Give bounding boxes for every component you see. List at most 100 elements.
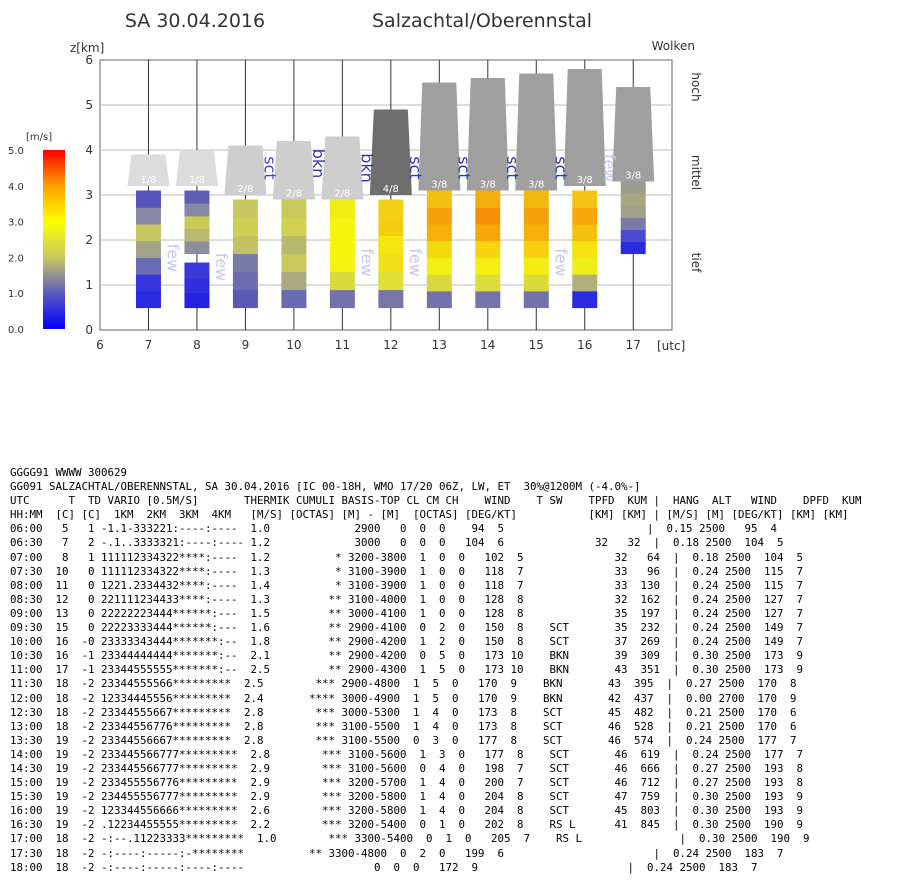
x-tick-label: 11 bbox=[335, 338, 350, 352]
y-tick-label: 0 bbox=[85, 323, 93, 337]
forecast-report-table: GGGG91 WWWW 300629 GG091 SALZACHTAL/OBERE… bbox=[10, 466, 862, 875]
cloud-type-label: sct bbox=[261, 156, 280, 179]
thermal-column bbox=[135, 190, 161, 309]
thermal-segment bbox=[572, 240, 598, 258]
cloud-level-label: hoch bbox=[689, 72, 703, 101]
thermal-segment bbox=[281, 217, 307, 237]
colorbar-ticks: 5.0 4.0 3.0 2.0 1.0 0.0 bbox=[8, 146, 24, 336]
report-line: 08:00 11 0 1221.2334432****:---- 1.4 * 3… bbox=[10, 578, 804, 592]
colorbar-unit: [m/s] bbox=[26, 132, 52, 143]
report-line: 06:00 5 1 -1.1-333221:----:---- 1.0 2900… bbox=[10, 522, 778, 536]
cloud-shape bbox=[272, 141, 315, 200]
cloud-cover-label: 2/8 bbox=[286, 189, 302, 200]
thermal-segment bbox=[184, 215, 210, 229]
cloud-shape bbox=[418, 82, 461, 191]
thermal-segment bbox=[475, 190, 501, 208]
report-line: 18:00 18 -2 -:----:-----:----:---- 0 0 0… bbox=[10, 860, 758, 874]
thermal-segment bbox=[426, 190, 452, 208]
cloud-shape bbox=[466, 78, 509, 191]
thermal-segment bbox=[378, 289, 404, 309]
thermal-segment bbox=[620, 241, 646, 255]
cloud-type-label: sct bbox=[552, 156, 571, 179]
thermal-segment bbox=[475, 290, 501, 309]
thermal-segment bbox=[135, 240, 161, 258]
thermal-segment bbox=[184, 262, 210, 279]
thermal-segment bbox=[378, 271, 404, 291]
thermal-segment bbox=[426, 223, 452, 242]
thermal-segment bbox=[620, 217, 646, 231]
y-tick-label: 4 bbox=[85, 143, 93, 157]
thermal-segment bbox=[523, 190, 549, 208]
cloud-type-label: few bbox=[212, 253, 231, 282]
colorbar-tick-label: 5.0 bbox=[8, 146, 24, 157]
cloud-shape bbox=[175, 150, 218, 186]
cloud-type-label: few bbox=[552, 248, 571, 277]
cloud-level-label: mittel bbox=[689, 155, 703, 190]
thermal-segment bbox=[232, 235, 258, 255]
cloud-type-label: sct bbox=[406, 156, 425, 179]
thermal-segment bbox=[232, 289, 258, 309]
report-line: 09:00 13 0 22222223444******:--- 1.5 ** … bbox=[10, 606, 804, 620]
thermal-forecast-chart: SA 30.04.2016 Salzachtal/Oberennstal z[k… bbox=[8, 10, 703, 353]
thermal-segment bbox=[426, 290, 452, 309]
report-line: 13:30 19 -2 23344556667********* 2.8 ***… bbox=[10, 733, 797, 747]
cloud-shape bbox=[369, 109, 412, 195]
cloud-cover-label: 3/8 bbox=[577, 175, 593, 186]
report-line: 10:30 16 -1 23344444444*******:-- 2.1 **… bbox=[10, 649, 804, 663]
thermal-segment bbox=[281, 271, 307, 291]
cloud-shape bbox=[515, 73, 558, 191]
thermal-segment bbox=[523, 274, 549, 292]
report-line: 13:00 18 -2 23344556776********* 2.8 ***… bbox=[10, 719, 797, 733]
thermal-segment bbox=[426, 207, 452, 225]
thermal-column bbox=[572, 190, 598, 309]
thermal-segment bbox=[135, 290, 161, 309]
thermal-column bbox=[184, 190, 210, 255]
thermal-segment bbox=[378, 235, 404, 255]
thermal-segment bbox=[572, 290, 598, 309]
cloud-level-labels: hoch mittel tief bbox=[689, 72, 703, 273]
cloud-type-label: sct bbox=[455, 156, 474, 179]
thermal-columns bbox=[135, 181, 646, 309]
cloud-cover-label: 1/8 bbox=[189, 175, 205, 186]
thermal-segment bbox=[135, 223, 161, 242]
thermal-segment bbox=[523, 223, 549, 242]
thermal-segment bbox=[426, 274, 452, 292]
thermal-segment bbox=[620, 205, 646, 219]
y-tick-labels: 0 1 2 3 4 5 6 bbox=[85, 53, 93, 337]
thermal-segment bbox=[184, 203, 210, 217]
thermal-segment bbox=[232, 253, 258, 273]
x-tick-label: 10 bbox=[286, 338, 301, 352]
thermal-segment bbox=[426, 240, 452, 258]
report-line: 11:00 17 -1 23344555555*******:-- 2.5 **… bbox=[10, 663, 804, 677]
report-line: 15:00 19 -2 233455556776********* 2.9 **… bbox=[10, 776, 804, 790]
thermal-column bbox=[523, 190, 549, 309]
cloud-shapes: 1/8 1/8 2/8 2/8 2/8 4/8 3/8 3/8 3/8 3/8 3/8 bbox=[127, 69, 655, 200]
thermal-segment bbox=[475, 207, 501, 225]
cloud-type-label: sct bbox=[503, 156, 522, 179]
thermal-segment bbox=[135, 257, 161, 275]
thermal-segment bbox=[184, 292, 210, 309]
report-line: GGGG91 WWWW 300629 bbox=[10, 466, 128, 479]
cloud-type-label: bkn bbox=[358, 153, 377, 183]
thermal-segment bbox=[475, 240, 501, 258]
thermal-segment bbox=[281, 253, 307, 273]
thermal-segment bbox=[572, 274, 598, 292]
report-line: 14:00 19 -2 233445566777********* 2.8 **… bbox=[10, 747, 804, 761]
report-line: GG091 SALZACHTAL/OBERENNSTAL, SA 30.04.2… bbox=[10, 480, 641, 494]
report-line: 09:30 15 0 22223333444******:--- 1.6 ** … bbox=[10, 621, 804, 635]
thermal-segment bbox=[620, 181, 646, 195]
thermal-segment bbox=[523, 257, 549, 275]
colorbar-tick-label: 3.0 bbox=[8, 218, 24, 229]
x-tick-label: 14 bbox=[480, 338, 495, 352]
cloud-cover-label: 1/8 bbox=[140, 175, 156, 186]
thermal-segment bbox=[378, 217, 404, 237]
thermal-column bbox=[620, 181, 646, 255]
thermal-segment bbox=[523, 290, 549, 309]
x-axis-label: [utc] bbox=[657, 339, 685, 353]
thermal-segment bbox=[329, 217, 355, 237]
cloud-cover-label: 2/8 bbox=[334, 189, 350, 200]
report-line: 07:30 10 0 111112334322****:---- 1.3 * 3… bbox=[10, 564, 804, 578]
report-line: 11:30 18 -2 23344555566********* 2.5 ***… bbox=[10, 677, 797, 691]
thermal-segment bbox=[232, 271, 258, 291]
thermal-segment bbox=[572, 207, 598, 225]
